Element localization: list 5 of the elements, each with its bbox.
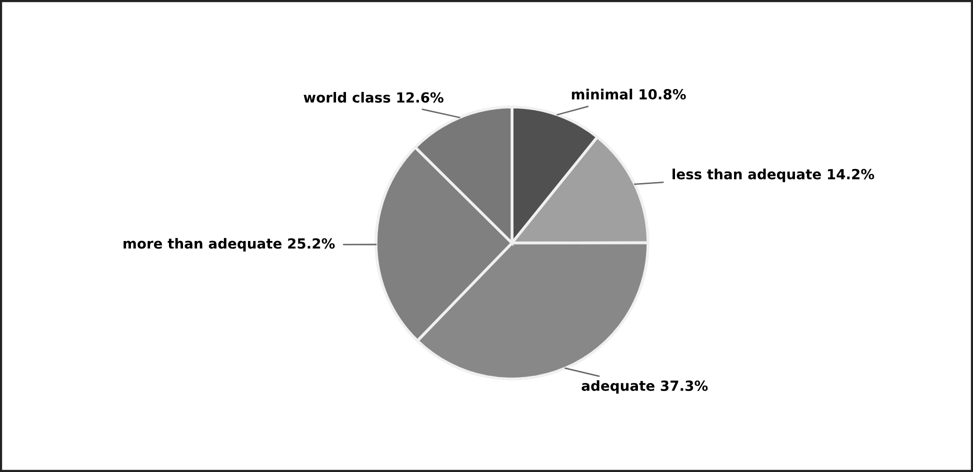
slice-label: world class 12.6% [304,92,444,103]
slice-label: less than adequate 14.2% [672,168,874,182]
slice-label: adequate 37.3% [582,380,708,394]
slice-label: more than adequate 25.2% [124,238,335,252]
slice-label: minimal 10.8% [572,88,686,100]
